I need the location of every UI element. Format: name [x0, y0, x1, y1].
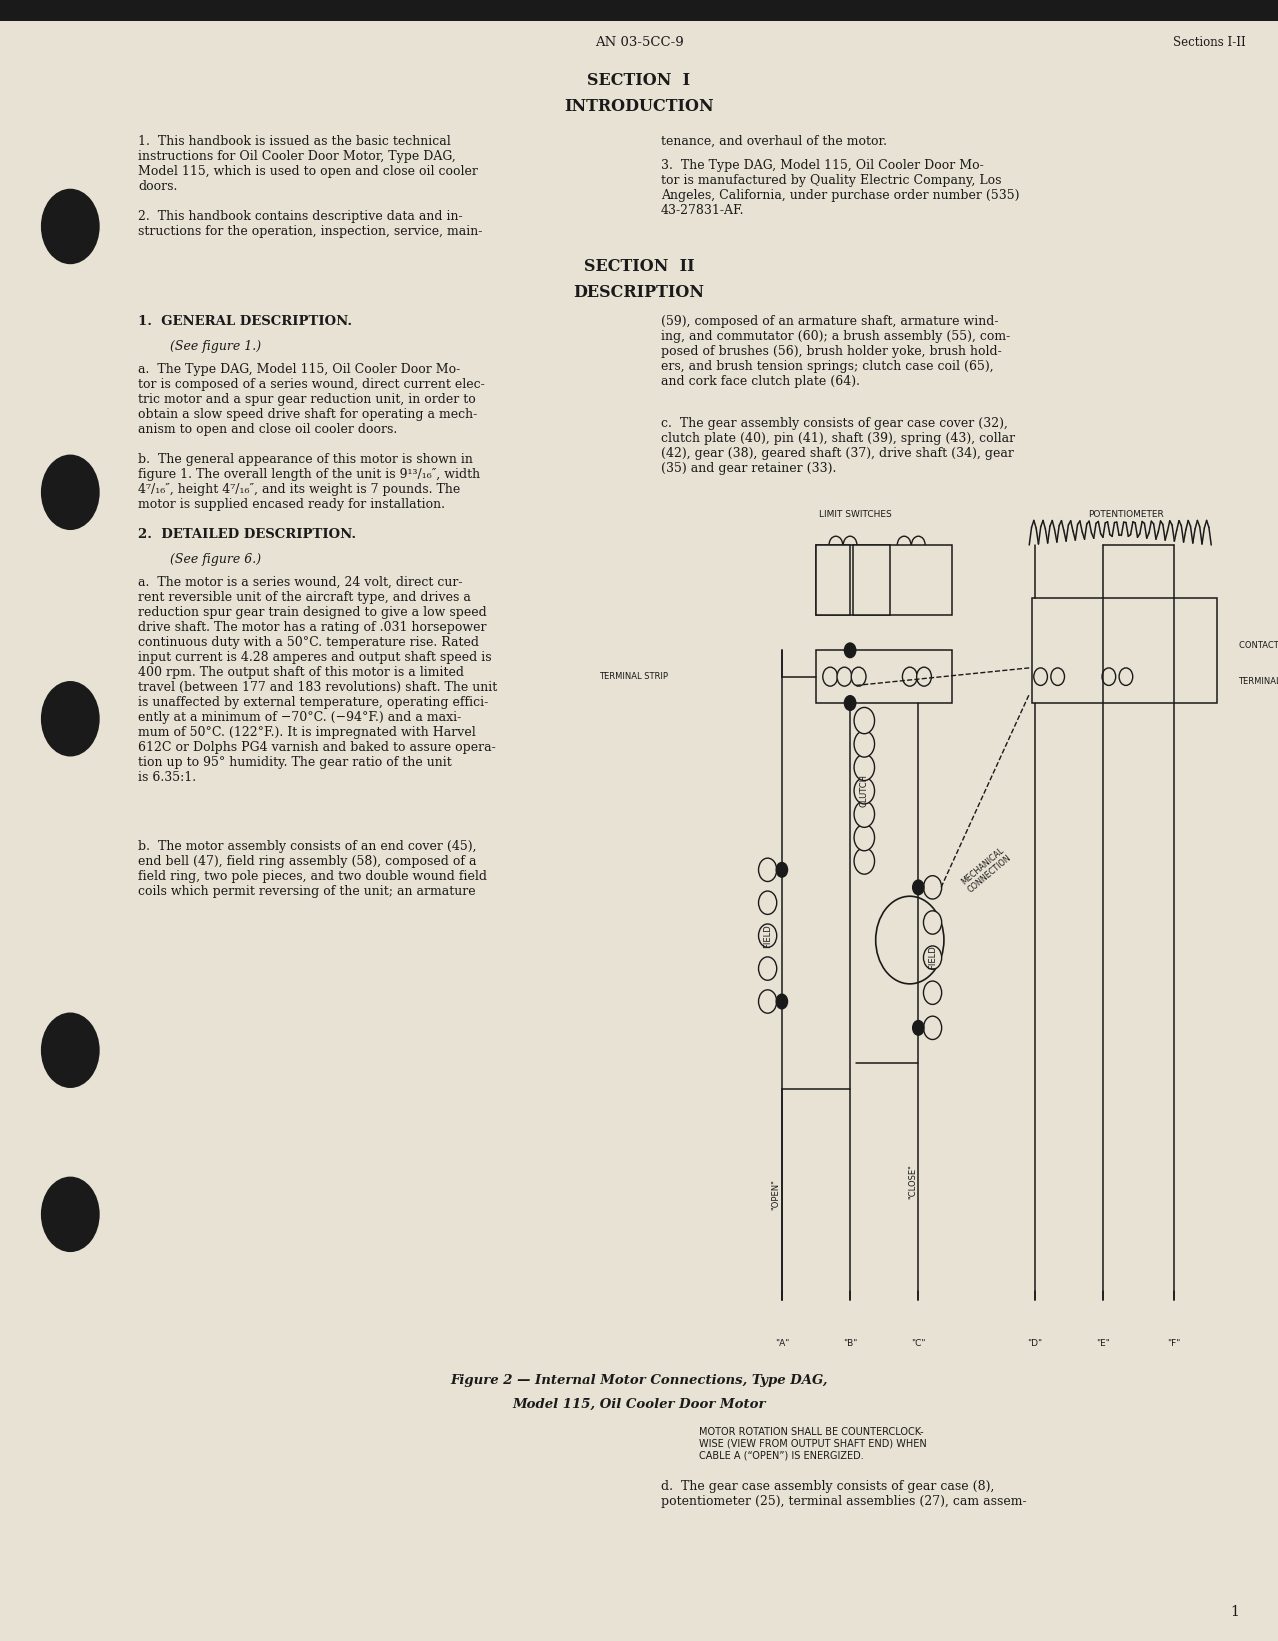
Text: a.  The Type DAG, Model 115, Oil Cooler Door Mo-
tor is composed of a series wou: a. The Type DAG, Model 115, Oil Cooler D…: [138, 363, 484, 435]
Bar: [815, 650, 952, 702]
Text: POTENTIOMETER: POTENTIOMETER: [1088, 510, 1164, 519]
Circle shape: [41, 1012, 100, 1088]
Circle shape: [912, 880, 924, 894]
Text: (See figure 1.): (See figure 1.): [170, 340, 261, 353]
Circle shape: [854, 778, 874, 804]
Circle shape: [924, 876, 942, 899]
Text: Model 115, Oil Cooler Door Motor: Model 115, Oil Cooler Door Motor: [512, 1398, 766, 1411]
Bar: [815, 545, 850, 615]
Circle shape: [916, 668, 932, 686]
Circle shape: [759, 924, 777, 947]
Text: "D": "D": [1028, 1339, 1043, 1349]
Text: MECHANICAL
CONNECTION: MECHANICAL CONNECTION: [960, 845, 1013, 894]
Text: 2.  This handbook contains descriptive data and in-
structions for the operation: 2. This handbook contains descriptive da…: [138, 210, 482, 238]
Circle shape: [776, 863, 787, 876]
Text: 1.  This handbook is issued as the basic technical
instructions for Oil Cooler D: 1. This handbook is issued as the basic …: [138, 135, 478, 192]
Text: "B": "B": [843, 1339, 858, 1349]
Circle shape: [837, 668, 852, 686]
Circle shape: [924, 981, 942, 1004]
Circle shape: [776, 994, 787, 1009]
Circle shape: [912, 1021, 924, 1035]
Circle shape: [41, 681, 100, 757]
Circle shape: [41, 1177, 100, 1252]
Text: (See figure 6.): (See figure 6.): [170, 553, 261, 566]
Text: tenance, and overhaul of the motor.: tenance, and overhaul of the motor.: [661, 135, 887, 148]
Circle shape: [759, 858, 777, 881]
Text: INTRODUCTION: INTRODUCTION: [564, 98, 714, 115]
Circle shape: [1034, 668, 1048, 686]
Circle shape: [902, 668, 918, 686]
Text: 2.  DETAILED DESCRIPTION.: 2. DETAILED DESCRIPTION.: [138, 528, 357, 542]
Circle shape: [854, 848, 874, 875]
Text: FIELD: FIELD: [928, 945, 937, 970]
Text: CLUTCH: CLUTCH: [860, 775, 869, 807]
Text: LIMIT SWITCHES: LIMIT SWITCHES: [819, 510, 892, 519]
Text: Sections I-II: Sections I-II: [1173, 36, 1246, 49]
Circle shape: [875, 896, 944, 985]
Circle shape: [911, 537, 925, 553]
Text: MOTOR ROTATION SHALL BE COUNTERCLOCK-
WISE (VIEW FROM OUTPUT SHAFT END) WHEN
CAB: MOTOR ROTATION SHALL BE COUNTERCLOCK- WI…: [699, 1428, 927, 1460]
Circle shape: [854, 707, 874, 734]
Text: d.  The gear case assembly consists of gear case (8),
potentiometer (25), termin: d. The gear case assembly consists of ge…: [661, 1480, 1026, 1508]
Text: (59), composed of an armature shaft, armature wind-
ing, and commutator (60); a : (59), composed of an armature shaft, arm…: [661, 315, 1010, 387]
Circle shape: [924, 911, 942, 934]
Text: TERMINAL STRIP: TERMINAL STRIP: [1238, 676, 1278, 686]
Text: AN 03-5CC-9: AN 03-5CC-9: [594, 36, 684, 49]
Bar: [1033, 597, 1217, 702]
Text: TERMINAL STRIP: TERMINAL STRIP: [599, 673, 668, 681]
Text: a.  The motor is a series wound, 24 volt, direct cur-
rent reversible unit of th: a. The motor is a series wound, 24 volt,…: [138, 576, 497, 784]
Circle shape: [41, 189, 100, 264]
Circle shape: [759, 957, 777, 980]
Text: "OPEN": "OPEN": [772, 1180, 781, 1209]
Circle shape: [843, 537, 858, 553]
Circle shape: [924, 1016, 942, 1039]
Circle shape: [1120, 668, 1132, 686]
Text: 1: 1: [1231, 1605, 1240, 1620]
Circle shape: [1102, 668, 1116, 686]
Circle shape: [897, 537, 911, 553]
Circle shape: [845, 643, 856, 658]
Circle shape: [851, 668, 866, 686]
Text: c.  The gear assembly consists of gear case cover (32),
clutch plate (40), pin (: c. The gear assembly consists of gear ca…: [661, 417, 1015, 474]
Circle shape: [759, 891, 777, 914]
Circle shape: [854, 801, 874, 827]
Text: 3.  The Type DAG, Model 115, Oil Cooler Door Mo-
tor is manufactured by Quality : 3. The Type DAG, Model 115, Oil Cooler D…: [661, 159, 1020, 217]
Text: CONTACT ARM: CONTACT ARM: [1238, 642, 1278, 650]
Text: "E": "E": [1097, 1339, 1111, 1349]
Circle shape: [854, 824, 874, 850]
Text: SECTION  I: SECTION I: [588, 72, 690, 89]
Circle shape: [759, 990, 777, 1012]
Text: FIELD: FIELD: [763, 924, 772, 947]
Bar: [0, 0, 1278, 20]
Circle shape: [854, 755, 874, 781]
Circle shape: [854, 730, 874, 757]
Circle shape: [823, 668, 837, 686]
Circle shape: [845, 696, 856, 711]
Circle shape: [41, 455, 100, 530]
Circle shape: [829, 537, 842, 553]
Text: b.  The general appearance of this motor is shown in
figure 1. The overall lengt: b. The general appearance of this motor …: [138, 453, 481, 510]
Text: "CLOSE": "CLOSE": [909, 1163, 918, 1200]
Text: DESCRIPTION: DESCRIPTION: [574, 284, 704, 300]
Text: "C": "C": [911, 1339, 925, 1349]
Text: 1.  GENERAL DESCRIPTION.: 1. GENERAL DESCRIPTION.: [138, 315, 353, 328]
Circle shape: [1051, 668, 1065, 686]
Text: "F": "F": [1168, 1339, 1181, 1349]
Text: Figure 2 — Internal Motor Connections, Type DAG,: Figure 2 — Internal Motor Connections, T…: [450, 1374, 828, 1387]
Circle shape: [924, 945, 942, 970]
Text: SECTION  II: SECTION II: [584, 258, 694, 274]
Bar: [815, 545, 952, 615]
Text: "A": "A": [774, 1339, 789, 1349]
Bar: [852, 545, 891, 615]
Text: b.  The motor assembly consists of an end cover (45),
end bell (47), field ring : b. The motor assembly consists of an end…: [138, 840, 487, 898]
